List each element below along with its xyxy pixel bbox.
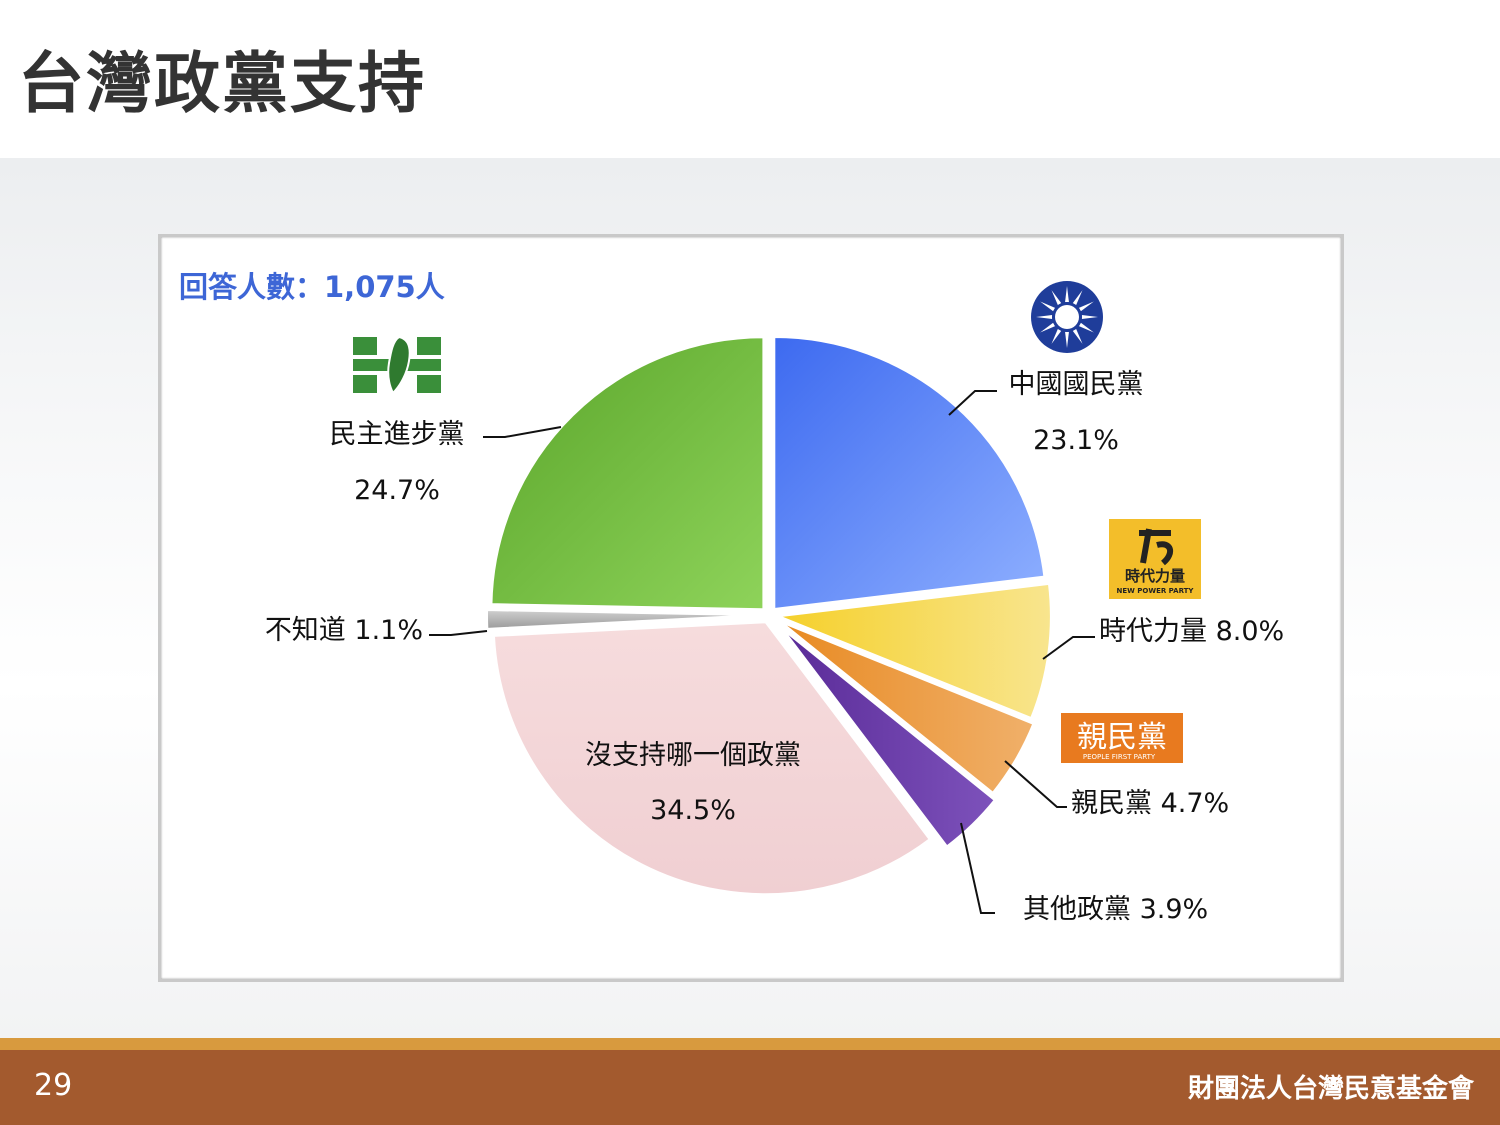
leader-line-dpp	[483, 426, 562, 438]
kmt-emblem-icon	[1031, 281, 1103, 353]
slice-label-kmt-name: 中國國民黨	[1009, 369, 1144, 400]
sun-ray	[1040, 322, 1056, 333]
slice-label-pfp: 親民黨 4.7%	[1071, 788, 1229, 819]
page-number: 29	[34, 1068, 73, 1103]
sun-ray	[1078, 322, 1094, 333]
pie-slice-npp	[778, 582, 1052, 720]
sun-ray	[1051, 328, 1062, 344]
leader-line-other	[960, 822, 995, 914]
footer-bar: 29 財團法人台灣民意基金會	[0, 1050, 1500, 1125]
leader-line-kmt	[948, 390, 997, 416]
respondents-count: 回答人數：1,075人	[179, 270, 445, 304]
leader-line-pfp	[1004, 760, 1067, 808]
pie-slice-none	[492, 621, 932, 896]
slice-label-dpp-name: 民主進步黨	[330, 419, 465, 450]
slice-label-dk: 不知道 1.1%	[265, 615, 423, 646]
sun-ray	[1078, 301, 1094, 312]
sun-ray	[1051, 290, 1062, 306]
footer-accent-line	[0, 1038, 1500, 1050]
sun-ray	[1072, 290, 1083, 306]
slice-label-kmt-value: 23.1%	[1033, 425, 1119, 456]
pie-slice-dk	[486, 609, 760, 630]
svg-text:親民黨: 親民黨	[1077, 720, 1167, 755]
pie-slice-kmt	[773, 336, 1046, 611]
sun-ray	[1036, 315, 1053, 319]
pie-chart: 回答人數：1,075人 時代力量 NEW POWER PARTY	[179, 270, 1284, 925]
pie-slice-other	[782, 628, 997, 848]
slice-label-none-value: 34.5%	[650, 795, 736, 826]
slice-label-none-name: 沒支持哪一個政黨	[585, 740, 801, 771]
leader-lines	[429, 390, 1095, 914]
leader-line-dk	[429, 630, 488, 636]
pie-slice-pfp	[780, 621, 1035, 795]
svg-text:NEW POWER PARTY: NEW POWER PARTY	[1116, 587, 1194, 595]
slide-title: 台灣政黨支持	[18, 45, 426, 122]
svg-text:時代力量: 時代力量	[1125, 567, 1185, 585]
organization-name: 財團法人台灣民意基金會	[1187, 1074, 1474, 1104]
sun-ray	[1081, 315, 1098, 319]
slice-label-other: 其他政黨 3.9%	[1023, 894, 1208, 925]
slice-label-dpp-value: 24.7%	[354, 475, 440, 506]
pfp-logo-icon: 親民黨 PEOPLE FIRST PARTY	[1061, 713, 1183, 763]
dpp-flag-icon	[351, 335, 443, 395]
sun-ray	[1072, 328, 1083, 344]
sun-ray	[1065, 286, 1069, 303]
slice-label-npp: 時代力量 8.0%	[1099, 616, 1284, 647]
sun-ray	[1040, 301, 1056, 312]
pie-slice-dpp	[490, 336, 765, 611]
npp-logo-icon: 時代力量 NEW POWER PARTY	[1109, 519, 1201, 599]
chart-frame: 回答人數：1,075人 時代力量 NEW POWER PARTY	[158, 234, 1344, 982]
leader-line-npp	[1042, 636, 1095, 660]
svg-text:PEOPLE FIRST PARTY: PEOPLE FIRST PARTY	[1083, 753, 1156, 761]
sun-ray	[1065, 331, 1069, 348]
